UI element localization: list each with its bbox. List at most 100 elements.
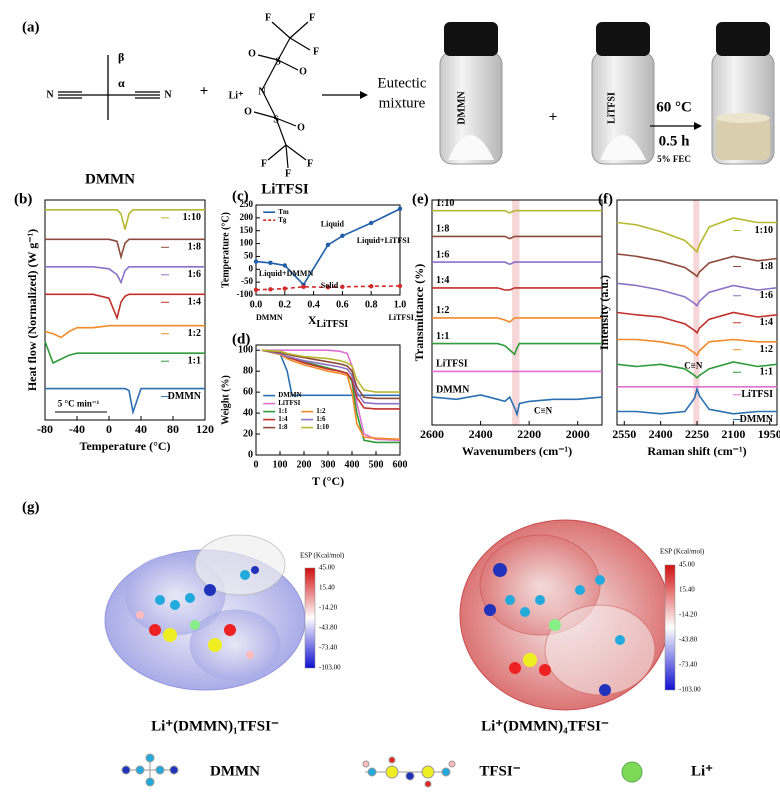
series-line xyxy=(261,349,401,441)
y-axis-label: Intensity (a.u.) xyxy=(597,275,611,350)
y-tick-label: 150 xyxy=(240,225,254,235)
y-tick-label: -100 xyxy=(237,289,254,299)
point xyxy=(340,284,345,289)
series-label: 1:4 xyxy=(436,275,449,286)
x-tick-label: 0.0 xyxy=(250,299,263,310)
x-tick-label: 500 xyxy=(369,459,384,470)
x-axis-label-text: Raman shift (cm⁻¹) xyxy=(647,444,746,458)
series-label: 1:1 xyxy=(760,367,773,378)
x-tick-label: 2250 xyxy=(685,427,709,441)
plus: + xyxy=(200,83,209,99)
x-axis-label: T (°C) xyxy=(312,474,344,488)
legend-label: 1:8 xyxy=(278,423,288,431)
series-line xyxy=(255,208,401,286)
y-tick-label: -50 xyxy=(241,276,253,286)
series-label: 1:6 xyxy=(760,290,773,301)
panel-label: (b) xyxy=(14,191,32,207)
highlight-band xyxy=(693,200,700,425)
y-tick-label: 40 xyxy=(243,407,253,418)
series-line xyxy=(45,266,205,285)
x-tick-label: 80 xyxy=(167,422,179,436)
series-line xyxy=(44,324,205,339)
x-axis-label-sub: LiTFSI xyxy=(316,319,348,330)
series-label: 1:1 xyxy=(436,331,449,342)
colorbar-tick: 45.00 xyxy=(679,561,695,569)
series-label: 1:2 xyxy=(436,305,449,316)
point xyxy=(268,260,273,266)
y-tick-label: 50 xyxy=(244,250,254,260)
annotation: C≡N xyxy=(684,361,703,371)
atom: O xyxy=(248,48,256,59)
litfsi-structure xyxy=(253,21,311,169)
point xyxy=(325,285,331,290)
legend-label: DMMN xyxy=(278,391,301,399)
x-tick-label: 0.4 xyxy=(307,299,320,310)
vial xyxy=(711,22,775,165)
condition: 5% FEC xyxy=(657,154,691,164)
y-tick-label: 200 xyxy=(240,212,254,222)
series-label: 1:10 xyxy=(436,198,454,209)
series-label: LiTFSI xyxy=(741,389,773,400)
series-line xyxy=(45,209,205,230)
series-line xyxy=(45,387,205,416)
colorbar-tick: -14.20 xyxy=(679,611,698,619)
panel-label: (c) xyxy=(232,188,249,204)
point xyxy=(397,283,403,289)
vial xyxy=(591,22,655,165)
panel-label: (a) xyxy=(22,19,40,35)
legend-label: Tm xyxy=(278,208,289,216)
x-axis-label-text: T (°C) xyxy=(312,474,344,488)
point xyxy=(268,287,273,292)
series-line xyxy=(431,394,603,418)
series-label: 1:8 xyxy=(760,261,773,272)
x-axis-label-text: X xyxy=(308,313,317,327)
legend-label: Tg xyxy=(278,216,287,224)
atom: N xyxy=(46,89,54,100)
x-axis-label: XLiTFSI xyxy=(308,313,348,331)
series-line xyxy=(432,261,602,266)
legend-label: 1:2 xyxy=(316,407,326,415)
annotation: Liquid xyxy=(321,220,345,229)
colorbar-tick: 45.00 xyxy=(319,564,335,572)
atom: F xyxy=(265,12,271,23)
series-line xyxy=(45,293,205,321)
colorbar xyxy=(664,564,676,691)
x-tick-label: 0 xyxy=(106,422,112,436)
series-line xyxy=(432,317,602,324)
series-line xyxy=(617,386,777,415)
arrow-text: mixture xyxy=(379,95,426,111)
series-line xyxy=(432,235,602,240)
panel-label: (e) xyxy=(412,191,429,207)
x-tick-label: 300 xyxy=(321,459,336,470)
series-line xyxy=(616,361,778,379)
legend-label: DMMN xyxy=(210,763,260,779)
series-line xyxy=(432,287,602,291)
atom: S xyxy=(275,56,281,67)
condition: 60 °C xyxy=(656,99,692,115)
series-label: 1:8 xyxy=(436,224,449,235)
point xyxy=(301,284,306,289)
x-tick-label: 2600 xyxy=(420,427,444,441)
x-tick-label: 2200 xyxy=(517,427,541,441)
series-line xyxy=(261,349,400,393)
esp-surface xyxy=(104,534,306,691)
colorbar-tick: -73.40 xyxy=(679,661,698,669)
series-label: 1:2 xyxy=(760,344,773,355)
annotation: 5 °C min⁻¹ xyxy=(58,399,100,409)
x-tick-label: 0.2 xyxy=(279,299,292,310)
legend-label: 1:4 xyxy=(278,415,288,423)
atom: F xyxy=(307,158,313,169)
arrow-head xyxy=(360,91,368,99)
alpha-label: α xyxy=(118,76,125,90)
series-label: DMMN xyxy=(168,391,202,402)
series-label: 1:2 xyxy=(188,328,201,339)
x-axis-label-text: Wavenumbers (cm⁻¹) xyxy=(462,444,572,458)
y-tick-label: 100 xyxy=(238,345,253,356)
arrow-text: Eutectic xyxy=(377,75,426,91)
y-tick-label: 0 xyxy=(249,263,254,273)
series-label: 1:4 xyxy=(760,317,773,328)
point xyxy=(253,287,259,293)
x-tick-label: 200 xyxy=(297,459,312,470)
series-label: 1:6 xyxy=(436,249,449,260)
series-label: 1:1 xyxy=(188,356,201,367)
